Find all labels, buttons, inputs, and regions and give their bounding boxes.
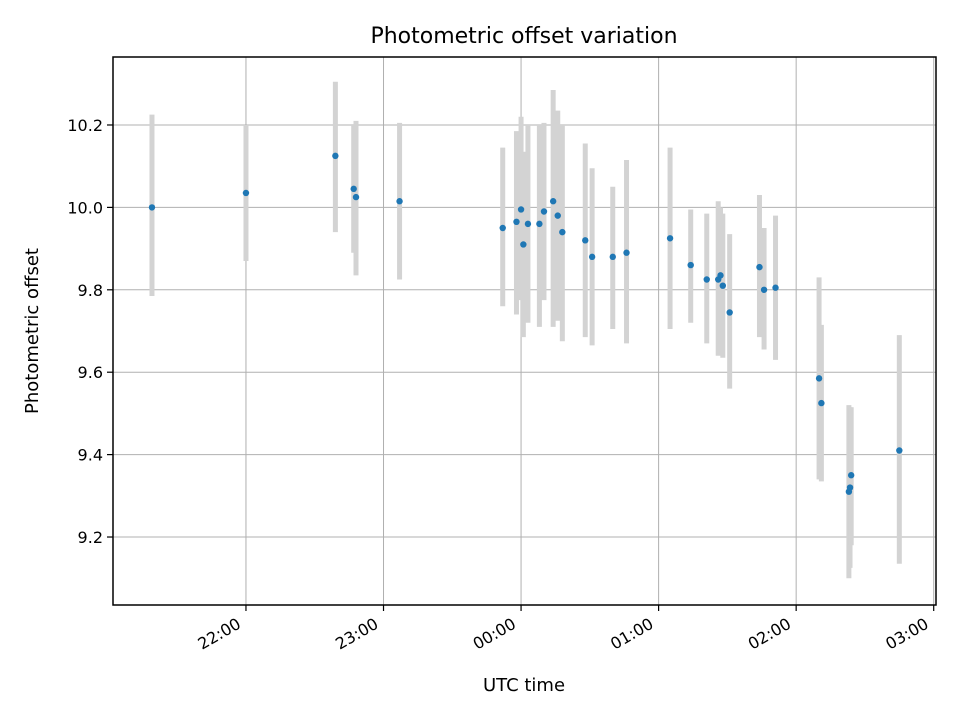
- data-point: [896, 447, 903, 454]
- data-point: [582, 237, 589, 244]
- y-tick-label: 9.8: [78, 281, 103, 300]
- data-point: [719, 282, 726, 289]
- data-point: [703, 276, 710, 283]
- data-point: [352, 193, 360, 201]
- data-point: [756, 263, 763, 271]
- data-point: [609, 253, 616, 261]
- data-point: [148, 204, 156, 211]
- y-axis-label: Photometric offset: [22, 248, 43, 414]
- data-point: [499, 224, 506, 232]
- data-point: [559, 228, 566, 236]
- y-tick-label: 9.6: [78, 363, 103, 382]
- data-point: [687, 261, 694, 269]
- data-point: [666, 235, 674, 242]
- data-point: [726, 309, 733, 316]
- data-point: [818, 399, 825, 407]
- data-point: [520, 241, 527, 248]
- data-point: [815, 375, 823, 382]
- chart-title: Photometric offset variation: [370, 24, 677, 49]
- data-point: [623, 249, 630, 256]
- data-point: [513, 218, 520, 226]
- data-point: [847, 472, 855, 479]
- data-point: [396, 198, 403, 205]
- data-point: [242, 189, 250, 197]
- data-point: [554, 212, 561, 219]
- y-axis-ticks: 9.2 9.4 9.6 9.8 10.0 10.2: [67, 116, 113, 547]
- y-tick-label: 10.2: [67, 116, 103, 135]
- point-layer: [148, 152, 903, 495]
- data-point: [332, 152, 339, 160]
- data-point: [350, 185, 357, 193]
- data-point: [540, 208, 548, 215]
- y-tick-label: 9.4: [78, 446, 103, 465]
- data-point: [717, 272, 724, 279]
- data-point: [588, 253, 596, 261]
- y-tick-label: 9.2: [78, 528, 103, 547]
- data-point: [760, 286, 768, 293]
- data-point: [549, 198, 557, 205]
- data-point: [517, 206, 525, 213]
- data-point: [772, 284, 779, 291]
- y-tick-label: 10.0: [67, 198, 103, 217]
- x-axis-label: UTC time: [483, 675, 565, 696]
- plot-frame: [112, 56, 937, 606]
- data-point: [524, 220, 532, 228]
- data-point: [846, 484, 854, 491]
- data-point: [536, 220, 543, 228]
